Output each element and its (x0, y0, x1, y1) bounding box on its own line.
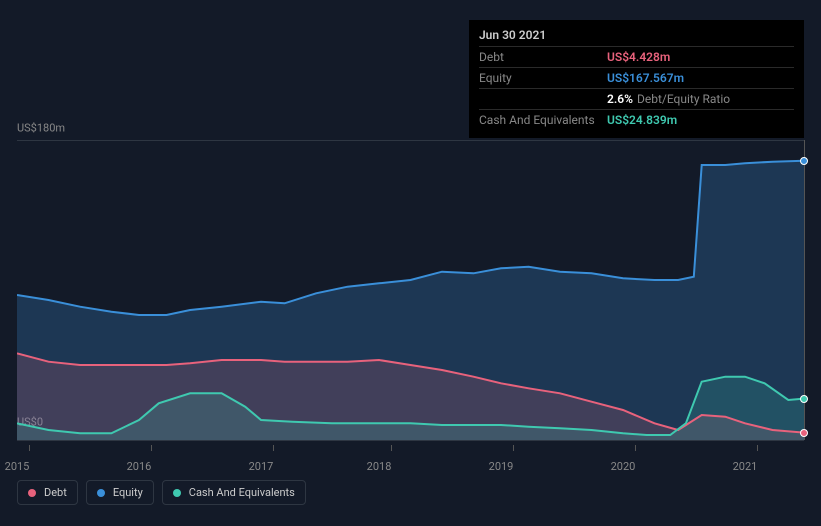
chart-svg (17, 140, 804, 440)
x-axis: 2015201620172018201920202021 (17, 445, 804, 465)
x-tick-label: 2021 (733, 460, 758, 473)
tooltip-value: US$167.567m (607, 71, 684, 85)
tooltip-label: Equity (479, 71, 607, 85)
x-tick-label: 2015 (5, 460, 30, 473)
x-tick-label: 2016 (127, 460, 152, 473)
legend-item[interactable]: Cash And Equivalents (162, 480, 306, 505)
legend-label: Debt (44, 486, 67, 499)
x-tick: 2016 (139, 445, 164, 474)
equity-marker (800, 157, 808, 165)
tooltip-label: Debt (479, 50, 607, 64)
x-tick: 2019 (501, 445, 526, 474)
tooltip: Jun 30 2021 DebtUS$4.428mEquityUS$167.56… (469, 20, 804, 138)
x-tick: 2017 (261, 445, 286, 474)
legend-label: Cash And Equivalents (189, 486, 295, 499)
chart-area[interactable]: US$180m US$0 (17, 122, 804, 462)
tooltip-value: US$4.428m (607, 50, 670, 64)
tooltip-label (479, 92, 607, 106)
legend-dot (97, 489, 105, 497)
tooltip-row: DebtUS$4.428m (479, 46, 794, 67)
x-tick-label: 2017 (249, 460, 274, 473)
x-tick: 2015 (17, 445, 42, 474)
legend-label: Equity (113, 486, 143, 499)
debt-marker (800, 429, 808, 437)
x-tick-label: 2018 (367, 460, 392, 473)
tooltip-date: Jun 30 2021 (479, 28, 794, 42)
tooltip-secondary: Debt/Equity Ratio (637, 92, 730, 106)
legend-item[interactable]: Equity (86, 480, 154, 505)
legend-dot (28, 489, 36, 497)
tooltip-value: 2.6% (607, 92, 633, 106)
y-label-top: US$180m (17, 122, 73, 135)
x-tick-label: 2020 (611, 460, 636, 473)
legend: Debt Equity Cash And Equivalents (17, 480, 306, 505)
cash-marker (800, 395, 808, 403)
x-tick: 2018 (379, 445, 404, 474)
tooltip-row: EquityUS$167.567m (479, 67, 794, 88)
tooltip-row: 2.6% Debt/Equity Ratio (479, 88, 794, 109)
x-tick: 2021 (745, 445, 770, 474)
x-tick: 2020 (623, 445, 648, 474)
legend-dot (173, 489, 181, 497)
legend-item[interactable]: Debt (17, 480, 78, 505)
x-tick-label: 2019 (489, 460, 514, 473)
